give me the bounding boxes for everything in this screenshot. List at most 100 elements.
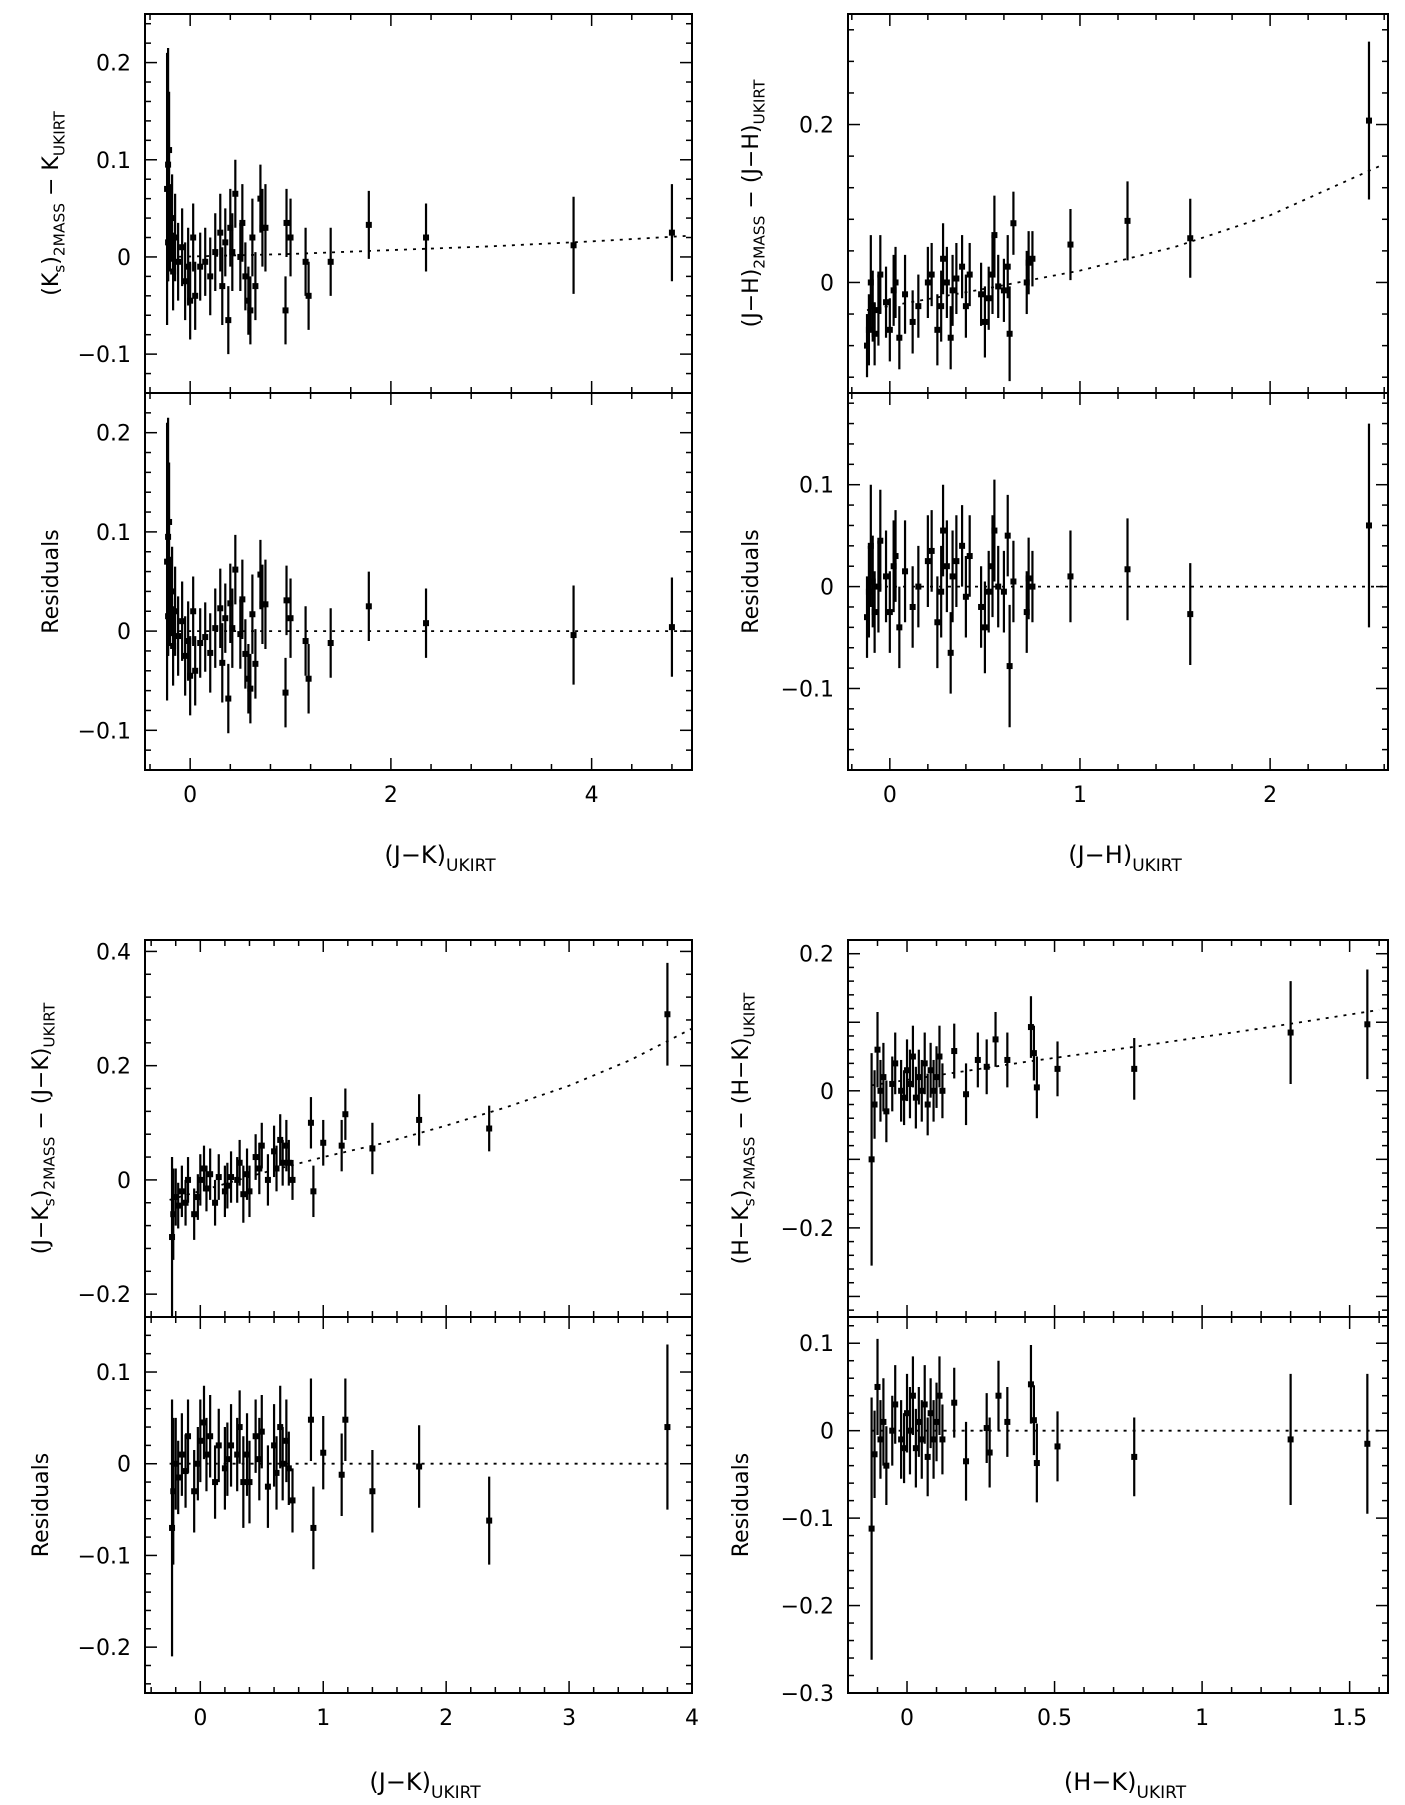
ks-bottom-data-point — [165, 613, 172, 620]
ks-bottom-data-point — [237, 631, 244, 638]
jk-bottom-data-point — [256, 1456, 263, 1463]
hk-top-data-point — [983, 1063, 990, 1070]
jh-bottom-data-point — [1067, 573, 1074, 580]
ks-bottom-data-point — [192, 667, 199, 674]
hk-bottom-data-point — [912, 1445, 919, 1452]
jk-bottom-data-point — [252, 1433, 259, 1440]
hk-top-ytick-label: 0.2 — [799, 943, 834, 968]
ks-bottom-data-point — [252, 660, 259, 667]
ks-top-data-point — [423, 234, 430, 241]
jk-top-data-point — [170, 1211, 177, 1218]
hk-top-data-point — [883, 1108, 890, 1115]
hk-top-data-point — [1054, 1065, 1061, 1072]
ks-top-data-point — [283, 219, 290, 226]
hk-bottom-data-point — [915, 1418, 922, 1425]
hk-xtick-label: 1.5 — [1332, 1706, 1367, 1731]
jk-bottom-data-point — [273, 1469, 280, 1476]
hk-top-ytick-label: 0 — [820, 1080, 834, 1105]
jk-top-data-point — [285, 1159, 292, 1166]
jk-top-data-point — [289, 1176, 296, 1183]
ks-top-data-point — [229, 249, 236, 256]
ks-top-panel: −0.1 0 0.1 0.2 (Ks​)2MASS​ − KUKIRT​ — [39, 13, 693, 394]
jk-top-ylabel: (J−Ks​)2MASS​ − (J−K)UKIRT​ — [29, 1002, 59, 1254]
jk-bottom-data-point — [203, 1451, 210, 1458]
ks-bottom-frame — [144, 392, 693, 771]
jh-top-data-point — [981, 318, 988, 325]
hk-top-data-point — [930, 1087, 937, 1094]
jh-bottom-data-point — [1000, 588, 1007, 595]
jk-top-ytick-label: 0.4 — [96, 940, 131, 965]
ks-bottom-data-point — [302, 638, 309, 645]
jh-bottom-data-point — [1004, 532, 1011, 539]
jh-top-data-point — [934, 326, 941, 333]
jh-bottom-data-point — [943, 563, 950, 570]
hk-top-data-point — [1004, 1056, 1011, 1063]
jh-bottom-data-point — [867, 542, 874, 549]
hk-bottom-data-point — [983, 1425, 990, 1432]
ks-top-fit-line — [170, 234, 693, 258]
jk-bottom-data-point — [169, 1524, 176, 1531]
jk-bottom-data-point — [215, 1442, 222, 1449]
ks-top-data-point — [259, 224, 266, 231]
jk-top-data-point — [221, 1188, 228, 1195]
ks-xtick-label: 4 — [585, 783, 599, 808]
ks-bottom-data-point — [175, 633, 182, 640]
jh-top-data-point — [1025, 259, 1032, 266]
chart-hk: −0.200.2(H−Ks​)2MASS​ − (H−K)UKIRT​−0.3−… — [729, 939, 1389, 1803]
jk-top-data-point — [252, 1154, 259, 1161]
jh-top-data-point — [902, 291, 909, 298]
jk-top-data-point — [277, 1136, 284, 1143]
jh-bottom-data-point — [995, 583, 1002, 590]
jk-bottom-data-point — [664, 1424, 671, 1431]
jh-bottom-data-point — [875, 583, 882, 590]
jk-bottom-data-point — [201, 1419, 208, 1426]
hk-top-data-point — [889, 1080, 896, 1087]
ks-top-ytick-label: 0.2 — [96, 52, 131, 77]
hk-top-fit-line — [871, 1009, 1380, 1087]
jh-top-data-point — [896, 334, 903, 341]
jk-xlabel: (J−K)UKIRT — [369, 1768, 481, 1803]
ks-top-data-point — [169, 215, 176, 222]
hk-bottom-ytick-label: −0.2 — [781, 1595, 834, 1620]
ks-bottom-data-point — [423, 620, 430, 627]
ks-top-data-point — [172, 234, 179, 241]
jh-bottom-data-point — [877, 537, 884, 544]
jh-bottom-ytick-label: 0.1 — [799, 474, 834, 499]
ks-top-data-point — [245, 297, 252, 304]
jk-bottom-data-point — [228, 1442, 235, 1449]
ks-bottom-ytick-label: 0.1 — [96, 521, 131, 546]
hk-top-data-point — [898, 1087, 905, 1094]
jh-top-data-point — [883, 299, 890, 306]
jh-bottom-ytick-label: 0 — [820, 576, 834, 601]
hk-bottom-data-point — [906, 1427, 913, 1434]
jk-top-data-point — [338, 1142, 345, 1149]
chart-jk: −0.200.20.4(J−Ks​)2MASS​ − (J−K)UKIRT​−0… — [29, 939, 699, 1803]
jk-bottom-data-point — [212, 1479, 219, 1486]
hk-bottom-data-point — [921, 1401, 928, 1408]
jh-bottom-data-point — [869, 578, 876, 585]
ks-top-data-point — [327, 258, 334, 265]
jk-bottom-data-point — [240, 1479, 247, 1486]
ks-top-data-point — [249, 234, 256, 241]
chart-jh: 0 0.2 (J−H)2MASS​ − (J−H)UKIRT​ −0.1 0 0.1 Res… — [739, 13, 1389, 876]
hk-top-data-point — [904, 1067, 911, 1074]
hk-top-data-point — [901, 1094, 908, 1101]
jh-bottom-data-point — [915, 583, 922, 590]
jk-bottom-data-point — [236, 1424, 243, 1431]
hk-top-data-point — [1027, 1024, 1034, 1031]
hk-top-data-point — [918, 1087, 925, 1094]
ks-bottom-data-point — [187, 672, 194, 679]
jk-bottom-data-point — [170, 1488, 177, 1495]
jk-bottom-data-point — [197, 1437, 204, 1444]
hk-bottom-ylabel: Residuals — [729, 1453, 754, 1557]
hk-top-panel: −0.2 0 0.2 (H−Ks​)2MASS​ − (H−K)UKIRT​ — [729, 939, 1389, 1318]
jh-top-data-point — [875, 307, 882, 314]
jk-top-data-point — [246, 1188, 253, 1195]
jh-bottom-ylabel: Residuals — [739, 529, 764, 633]
ks-top-data-point — [237, 253, 244, 260]
ks-bottom-data-point — [305, 675, 312, 682]
hk-top-data-point — [909, 1053, 916, 1060]
jk-bottom-data-point — [310, 1524, 317, 1531]
jh-top-data-point — [928, 271, 935, 278]
jh-top-data-point — [1010, 220, 1017, 227]
